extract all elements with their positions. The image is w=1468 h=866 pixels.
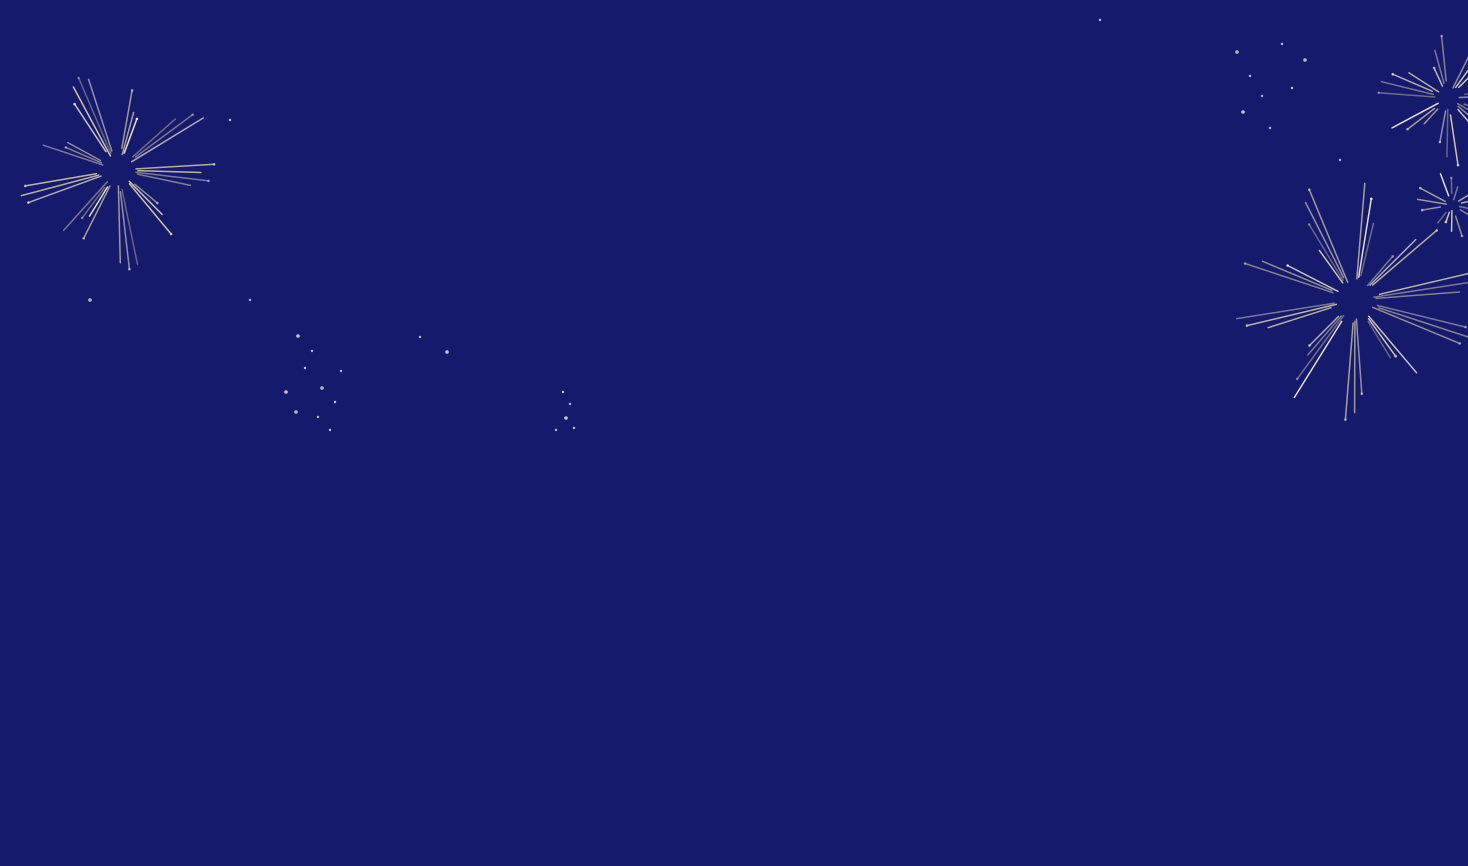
fireworks-decoration [20, 18, 1468, 432]
pricing-page: Unlimited Residential Proxies Pricing Ba… [20, 18, 1468, 432]
